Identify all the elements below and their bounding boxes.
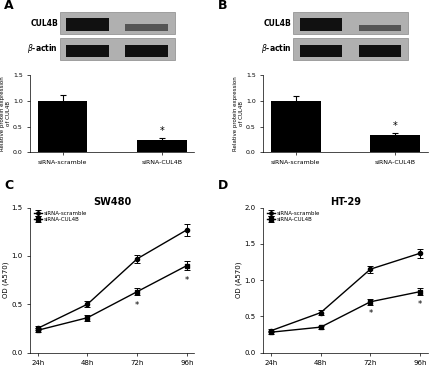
- Y-axis label: OD (A570): OD (A570): [2, 262, 9, 298]
- Text: D: D: [218, 179, 229, 192]
- Bar: [67, 18, 109, 31]
- Legend: siRNA-scramble, siRNA-CUL4B: siRNA-scramble, siRNA-CUL4B: [266, 210, 321, 222]
- Text: *: *: [160, 126, 165, 136]
- Bar: [38, 101, 87, 153]
- Text: CUL4B: CUL4B: [264, 19, 291, 28]
- Bar: [293, 12, 408, 34]
- Bar: [125, 45, 168, 57]
- Text: $\beta$-actin: $\beta$-actin: [260, 42, 291, 56]
- Y-axis label: Relative protein expression
of CUL4B: Relative protein expression of CUL4B: [0, 76, 11, 151]
- Text: C: C: [4, 179, 13, 192]
- Legend: siRNA-scramble, siRNA-CUL4B: siRNA-scramble, siRNA-CUL4B: [33, 210, 88, 222]
- Text: *: *: [418, 300, 422, 309]
- Bar: [125, 24, 168, 31]
- Text: $\beta$-actin: $\beta$-actin: [27, 42, 58, 56]
- Title: HT-29: HT-29: [330, 197, 361, 207]
- Title: SW480: SW480: [93, 197, 131, 207]
- Bar: [271, 101, 321, 153]
- Bar: [299, 18, 342, 31]
- Bar: [371, 135, 420, 153]
- Bar: [60, 38, 175, 60]
- Text: CUL4B: CUL4B: [30, 19, 58, 28]
- Bar: [359, 26, 401, 31]
- Y-axis label: OD (A570): OD (A570): [235, 262, 242, 298]
- Bar: [299, 45, 342, 57]
- Text: B: B: [218, 0, 228, 12]
- Bar: [137, 140, 187, 153]
- Bar: [293, 38, 408, 60]
- Y-axis label: Relative protein expression
of CUL4B: Relative protein expression of CUL4B: [233, 76, 244, 151]
- Text: *: *: [185, 276, 189, 285]
- Text: *: *: [393, 121, 398, 131]
- Text: *: *: [368, 309, 372, 318]
- Bar: [67, 45, 109, 57]
- Text: A: A: [4, 0, 14, 12]
- Text: *: *: [135, 301, 140, 310]
- Bar: [359, 45, 401, 57]
- Bar: [60, 12, 175, 34]
